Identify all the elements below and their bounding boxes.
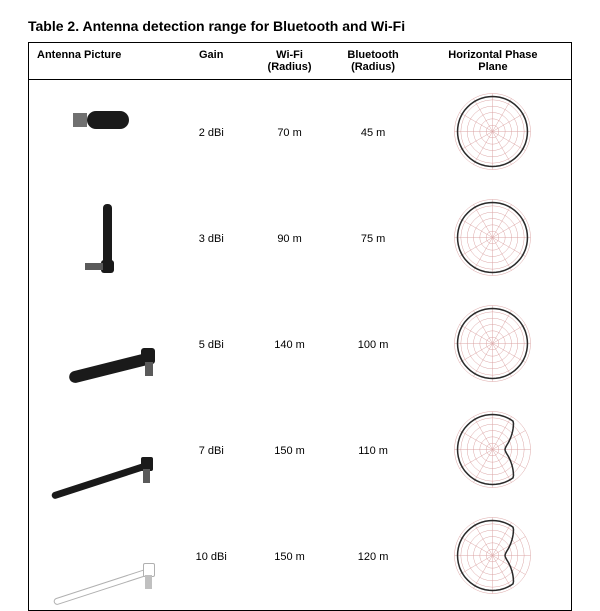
gain-cell: 10 dBi xyxy=(175,504,248,611)
col-bluetooth: Bluetooth (Radius) xyxy=(331,43,415,80)
wifi-cell: 70 m xyxy=(248,80,332,187)
antenna-picture-cell xyxy=(29,186,175,292)
col-pattern-line1: Horizontal Phase xyxy=(419,49,567,61)
header-row: Antenna Picture Gain Wi-Fi (Radius) Blue… xyxy=(29,43,572,80)
pattern-cell xyxy=(415,398,572,504)
gain-cell: 3 dBi xyxy=(175,186,248,292)
gain-cell: 7 dBi xyxy=(175,398,248,504)
table-row: 2 dBi 70 m 45 m xyxy=(29,80,572,187)
col-pattern: Horizontal Phase Plane xyxy=(415,43,572,80)
col-pattern-line2: Plane xyxy=(419,61,567,73)
col-antenna-picture: Antenna Picture xyxy=(29,43,175,80)
antenna-picture-cell xyxy=(29,504,175,611)
table-title: Table 2. Antenna detection range for Blu… xyxy=(28,18,572,34)
gain-cell: 5 dBi xyxy=(175,292,248,398)
bt-cell: 110 m xyxy=(331,398,415,504)
gain-cell: 2 dBi xyxy=(175,80,248,187)
pattern-cell xyxy=(415,504,572,611)
table-row: 5 dBi 140 m 100 m xyxy=(29,292,572,398)
polar-pattern-icon xyxy=(445,296,540,391)
col-gain: Gain xyxy=(175,43,248,80)
bt-cell: 100 m xyxy=(331,292,415,398)
polar-pattern-icon xyxy=(445,508,540,603)
wifi-cell: 150 m xyxy=(248,398,332,504)
antenna-7dbi-icon xyxy=(37,404,167,499)
pattern-cell xyxy=(415,186,572,292)
pattern-cell xyxy=(415,292,572,398)
col-wifi: Wi-Fi (Radius) xyxy=(248,43,332,80)
pattern-cell xyxy=(415,80,572,187)
wifi-cell: 140 m xyxy=(248,292,332,398)
polar-pattern-icon xyxy=(445,84,540,179)
table-row: 10 dBi 150 m 120 m xyxy=(29,504,572,611)
col-bt-line1: Bluetooth xyxy=(335,49,411,61)
table-body: 2 dBi 70 m 45 m 3 dBi 90 m 75 m 5 dBi xyxy=(29,80,572,611)
antenna-picture-cell xyxy=(29,398,175,504)
antenna-picture-cell xyxy=(29,80,175,187)
antenna-table: Antenna Picture Gain Wi-Fi (Radius) Blue… xyxy=(28,42,572,611)
bt-cell: 45 m xyxy=(331,80,415,187)
polar-pattern-icon xyxy=(445,402,540,497)
antenna-3dbi-icon xyxy=(37,192,167,287)
col-bt-line2: (Radius) xyxy=(335,61,411,73)
wifi-cell: 150 m xyxy=(248,504,332,611)
col-wifi-line1: Wi-Fi xyxy=(252,49,328,61)
antenna-10dbi-icon xyxy=(37,510,167,605)
bt-cell: 75 m xyxy=(331,186,415,292)
table-row: 3 dBi 90 m 75 m xyxy=(29,186,572,292)
col-wifi-line2: (Radius) xyxy=(252,61,328,73)
polar-pattern-icon xyxy=(445,190,540,285)
antenna-5dbi-icon xyxy=(37,298,167,393)
table-row: 7 dBi 150 m 110 m xyxy=(29,398,572,504)
wifi-cell: 90 m xyxy=(248,186,332,292)
antenna-2dbi-icon xyxy=(37,86,167,181)
bt-cell: 120 m xyxy=(331,504,415,611)
antenna-picture-cell xyxy=(29,292,175,398)
